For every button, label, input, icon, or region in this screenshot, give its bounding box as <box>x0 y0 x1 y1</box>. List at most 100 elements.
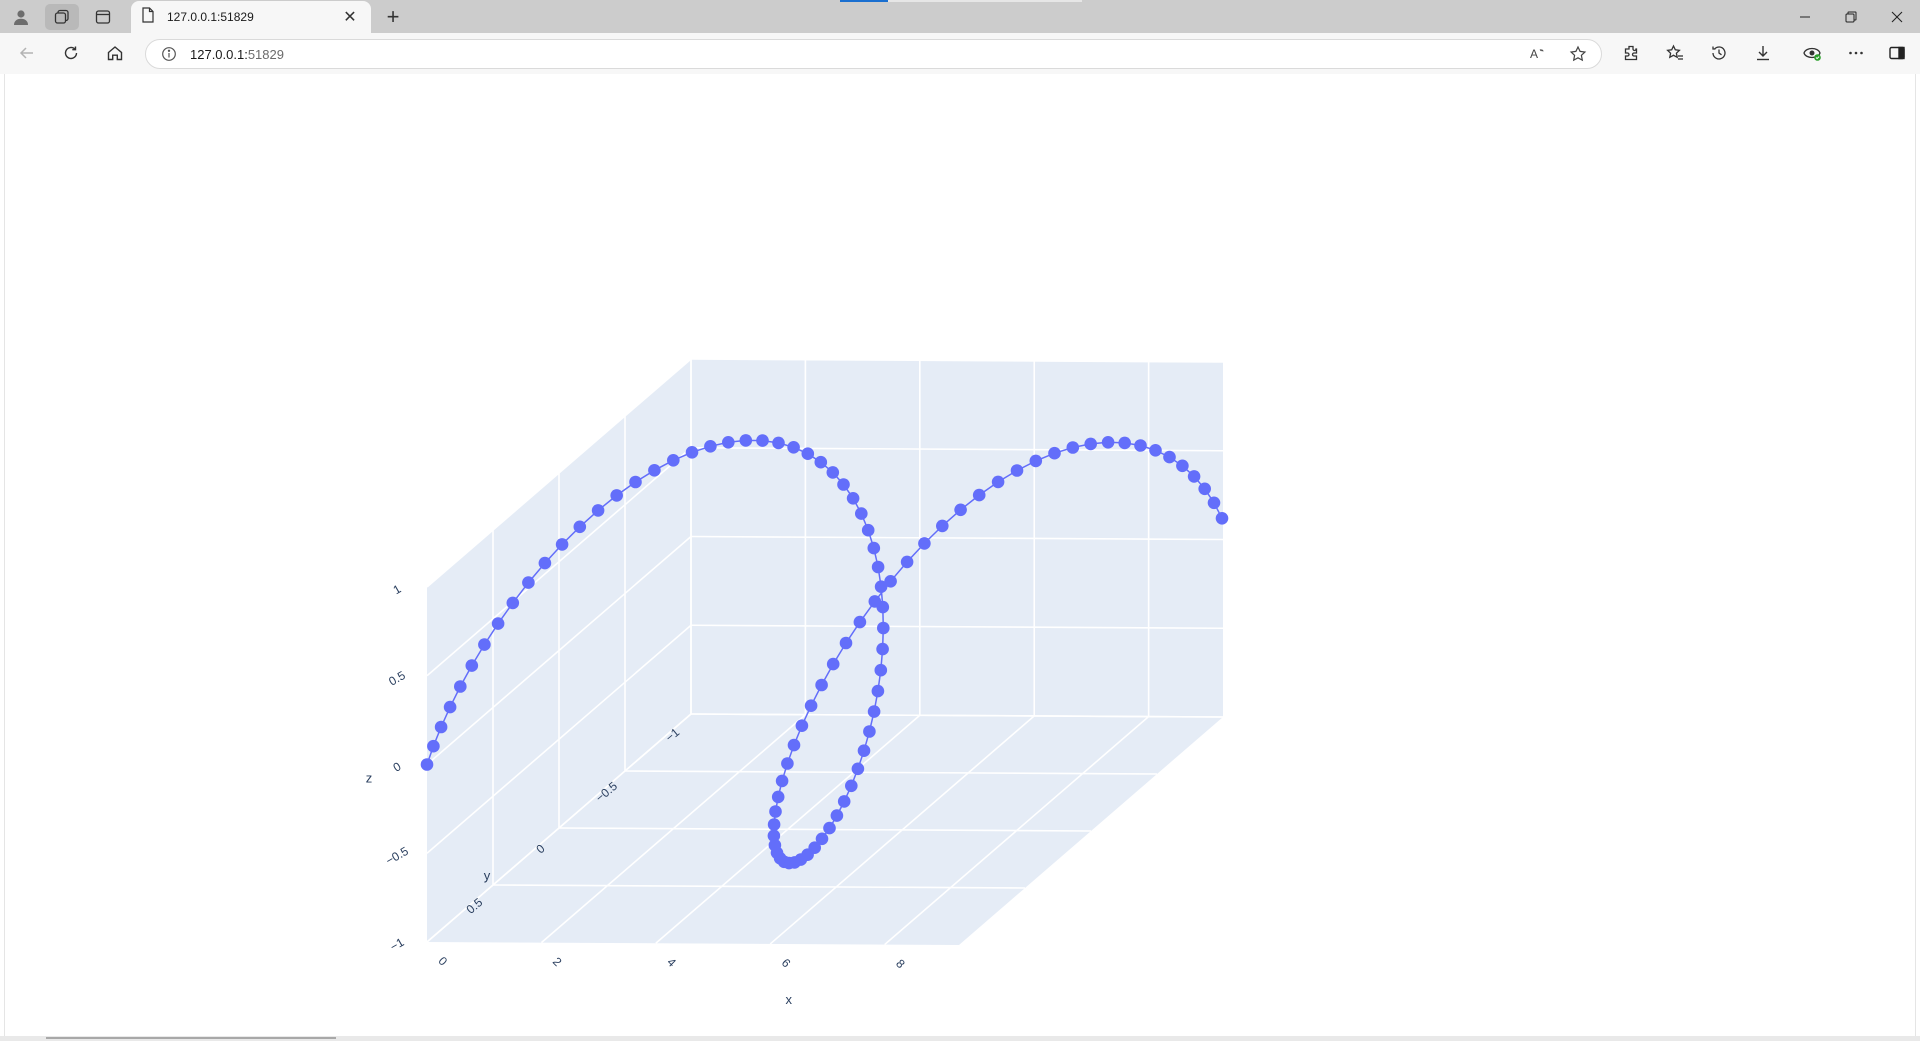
data-point <box>775 774 789 788</box>
browser-toolbar: 127.0.0.1: 51829 A <box>0 33 1920 74</box>
history-icon[interactable] <box>1702 38 1736 68</box>
data-point <box>1207 496 1221 510</box>
horizontal-scrollbar[interactable] <box>0 1036 1920 1041</box>
data-point <box>814 455 828 469</box>
data-point <box>1084 437 1097 451</box>
data-point <box>867 541 881 555</box>
trace-line <box>426 439 1223 864</box>
data-point <box>1149 444 1162 457</box>
data-point <box>667 454 680 467</box>
data-point <box>874 580 888 593</box>
workspaces-icon[interactable] <box>45 4 79 30</box>
browser-tab[interactable]: 127.0.0.1:51829 ✕ <box>131 1 371 33</box>
z-tick-label: 0 <box>391 759 404 775</box>
data-point <box>648 464 661 477</box>
x-tick-label: 2 <box>550 954 565 969</box>
profile-icon[interactable] <box>4 4 38 30</box>
data-point <box>991 475 1005 489</box>
data-point <box>845 779 858 793</box>
site-info-icon[interactable] <box>152 46 186 62</box>
data-point <box>884 575 897 588</box>
z-tick-label: −0.5 <box>383 844 411 868</box>
data-point <box>871 684 885 698</box>
reload-icon[interactable] <box>54 38 88 68</box>
data-point <box>853 615 867 629</box>
data-point <box>1176 459 1189 473</box>
data-point <box>629 475 642 489</box>
data-point <box>420 758 434 771</box>
trace-markers <box>420 434 1229 870</box>
gridline-y-floor <box>624 770 1158 775</box>
downloads-icon[interactable] <box>1746 38 1780 68</box>
favorites-icon[interactable] <box>1658 38 1692 68</box>
data-point <box>573 520 587 534</box>
data-point <box>823 821 836 835</box>
extensions-icon[interactable] <box>1614 38 1648 68</box>
data-point <box>839 636 853 650</box>
data-point <box>874 663 888 677</box>
data-point <box>1187 470 1201 483</box>
more-icon[interactable] <box>1839 38 1873 68</box>
sidebar-icon[interactable] <box>1880 38 1914 68</box>
copilot-icon[interactable] <box>1795 38 1829 68</box>
data-point <box>867 705 881 718</box>
new-tab-button[interactable]: + <box>386 4 400 29</box>
data-point <box>830 809 844 822</box>
data-point <box>506 596 520 610</box>
z-tick-label: −1 <box>388 935 407 954</box>
tab-title: 127.0.0.1:51829 <box>167 10 254 24</box>
y-axis-title: y <box>484 868 491 883</box>
scrollbar-thumb[interactable] <box>46 1037 336 1039</box>
data-point <box>857 744 871 757</box>
gridline-y-floor <box>492 884 1026 889</box>
data-point <box>936 519 949 533</box>
url-port: 51829 <box>247 46 284 62</box>
page-icon <box>141 6 155 28</box>
data-point <box>767 829 781 843</box>
data-point <box>465 659 479 672</box>
data-point <box>610 489 623 502</box>
data-point <box>769 805 782 818</box>
z-tick-label: 0.5 <box>386 668 408 689</box>
close-window-icon[interactable] <box>1874 0 1920 33</box>
data-point <box>739 434 753 447</box>
data-point <box>443 700 457 714</box>
data-point <box>826 466 840 479</box>
data-point <box>868 595 882 608</box>
svg-text:A: A <box>1530 47 1538 61</box>
data-point <box>454 680 467 693</box>
tab-strip-drag-indicator <box>840 0 888 2</box>
data-point <box>855 507 868 520</box>
data-point <box>1048 446 1061 460</box>
data-point <box>861 523 875 537</box>
minimize-icon[interactable] <box>1782 0 1828 33</box>
back-icon[interactable] <box>10 38 44 68</box>
x-axis-title: x <box>786 992 793 1007</box>
read-aloud-icon[interactable]: A <box>1522 40 1554 68</box>
data-point <box>555 538 569 551</box>
data-point <box>871 560 885 574</box>
address-bar[interactable]: 127.0.0.1: 51829 A <box>145 39 1602 69</box>
gridline-z-wall2 <box>426 447 692 677</box>
data-point <box>768 838 782 852</box>
data-point <box>846 492 860 505</box>
tab-strip: 127.0.0.1:51829 ✕ + <box>0 0 1920 33</box>
data-point <box>591 504 605 517</box>
data-point <box>704 440 717 453</box>
vertical-tabs-icon[interactable] <box>86 4 120 30</box>
gridline-z-wall <box>690 358 1224 363</box>
x-tick-label: 0 <box>436 954 451 969</box>
data-point <box>1029 454 1043 468</box>
data-point <box>781 757 794 770</box>
z-axis-title: z <box>366 771 373 786</box>
z-tick-label: 1 <box>391 582 404 598</box>
data-point <box>837 478 850 491</box>
favorite-star-icon[interactable] <box>1562 40 1594 68</box>
data-point <box>954 503 967 517</box>
restore-icon[interactable] <box>1828 0 1874 33</box>
data-point <box>787 441 800 454</box>
tab-close-icon[interactable]: ✕ <box>343 9 357 26</box>
home-icon[interactable] <box>98 38 132 68</box>
